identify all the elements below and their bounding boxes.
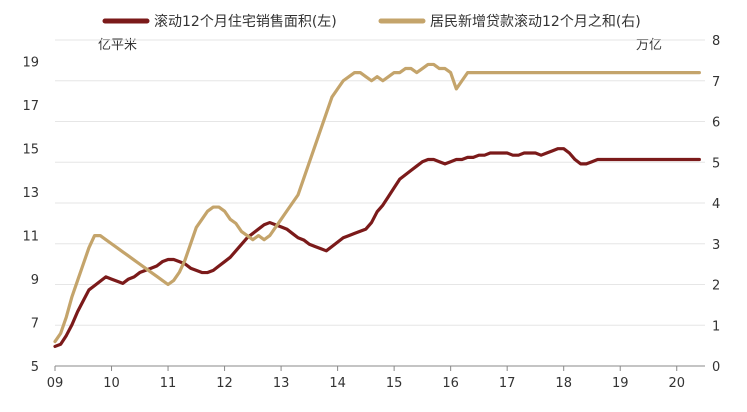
right-axis-ticks: 0 1 2 3 4 5 6 7 8 [712,34,720,375]
series-line-sales-area [53,147,701,349]
left-axis-tick-label: 13 [22,186,39,201]
left-axis-unit-label: 亿平米 [98,38,137,53]
x-axis-tick-label: 12 [216,376,233,391]
x-axis-tick-label: 09 [47,376,64,391]
left-axis-tick-label: 9 [31,273,39,288]
legend-label-sales-area: 滚动12个月住宅销售面积(左) [154,13,337,30]
right-axis-tick-label: 6 [712,116,720,131]
x-axis-tick-label: 10 [103,376,120,391]
right-axis-tick-label: 7 [712,75,720,90]
right-axis-tick-label: 2 [712,279,720,294]
x-axis-tick-label: 13 [273,376,290,391]
x-axis-ticks: 09 10 11 12 13 14 15 16 17 18 19 20 [47,366,685,391]
right-axis-tick-label: 4 [712,197,720,212]
series-lines [53,62,701,349]
x-axis-tick-label: 18 [555,376,572,391]
x-axis-tick-label: 16 [442,376,459,391]
gridlines [55,39,705,326]
left-axis-tick-label: 19 [22,56,39,71]
x-axis-tick-label: 11 [160,376,177,391]
right-axis-tick-label: 0 [712,360,720,375]
right-axis-tick-label: 5 [712,156,720,171]
legend-label-household-loans: 居民新增贷款滚动12个月之和(右) [430,13,641,30]
x-axis-tick-label: 17 [499,376,516,391]
x-axis-tick-label: 19 [612,376,629,391]
left-axis-tick-label: 7 [31,317,39,332]
left-axis-tick-label: 17 [22,99,39,114]
legend: 滚动12个月住宅销售面积(左) 居民新增贷款滚动12个月之和(右) [102,13,641,30]
left-axis-tick-label: 11 [22,230,39,245]
right-axis-tick-label: 1 [712,319,720,334]
x-axis-tick-label: 20 [668,376,685,391]
left-axis-ticks: 5 7 9 11 13 15 17 19 [22,56,39,375]
right-axis-tick-label: 8 [712,34,720,49]
right-axis-unit-label: 万亿 [636,38,662,53]
x-axis-tick-label: 15 [386,376,403,391]
left-axis-tick-label: 5 [31,360,39,375]
right-axis-tick-label: 3 [712,238,720,253]
left-axis-tick-label: 15 [22,143,39,158]
series-line-household-loans [53,62,701,344]
x-axis-tick-label: 14 [329,376,346,391]
